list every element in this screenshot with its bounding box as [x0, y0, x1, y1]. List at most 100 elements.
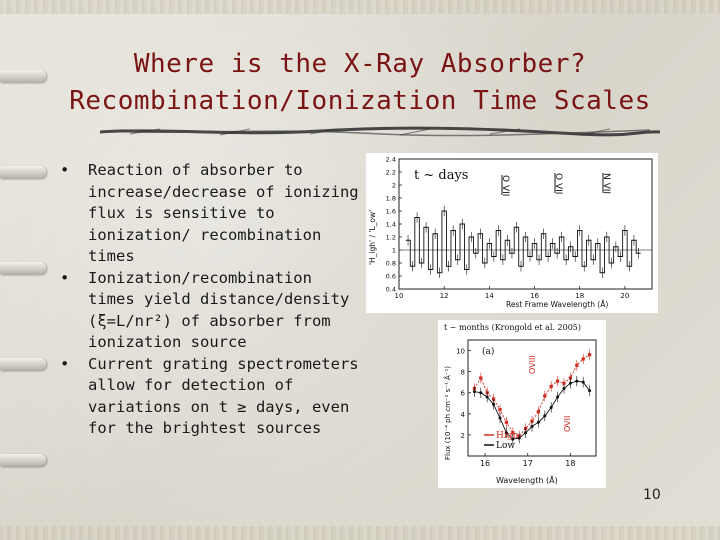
- data-point-low: [492, 402, 496, 406]
- y-tick-label: 1.8: [386, 195, 396, 203]
- y-axis-label: 'H_igh' / 'L_ow': [368, 210, 377, 265]
- binder-tab: [0, 70, 46, 82]
- x-tick-label: 16: [530, 292, 539, 300]
- plot-background: [438, 320, 606, 488]
- data-point-low: [549, 405, 553, 409]
- binder-tab: [0, 358, 46, 370]
- bullet-item: • Reaction of absorber to increase/decre…: [60, 160, 360, 268]
- x-axis-label: Wavelength (Å): [496, 474, 558, 485]
- data-point-high: [492, 397, 496, 401]
- slide-title: Where is the X-Ray Absorber? Recombinati…: [20, 46, 700, 120]
- data-point-low: [485, 395, 489, 399]
- x-tick-label: 18: [575, 292, 584, 300]
- data-point-low: [511, 437, 515, 441]
- y-tick-label: 2.4: [386, 156, 396, 164]
- line-label-oviii: OVIII: [528, 355, 537, 374]
- y-tick-labels: 10 8 6 4 2: [456, 348, 471, 440]
- data-point-low: [479, 391, 483, 395]
- bullet-text: Current grating spectrometers allow for …: [88, 354, 359, 438]
- bullet-list: • Reaction of absorber to increase/decre…: [60, 160, 360, 440]
- ratio-spectrum-plot: 2.4 2.2 2 1.8 1.6 1.4 1.2 1 0.8 0.6 0.4 10 12 14 16 18…: [366, 153, 658, 313]
- data-point-low: [524, 431, 528, 435]
- legend-label-high: High: [496, 431, 518, 441]
- y-axis-label: Flux (10⁻⁴ ph cm⁻² s⁻¹ Å⁻¹): [443, 366, 452, 460]
- y-tick-label: 0.6: [386, 273, 396, 281]
- data-point-high: [536, 410, 540, 414]
- data-point-low: [575, 379, 579, 383]
- title-divider: [100, 126, 660, 137]
- data-point-high: [498, 408, 502, 412]
- x-tick-label: 10: [395, 292, 404, 300]
- data-point-low: [543, 414, 547, 418]
- y-tick-label: 2.2: [386, 169, 396, 177]
- x-axis-label: Rest Frame Wavelength (Å): [506, 300, 608, 309]
- data-point-high: [479, 376, 483, 380]
- binder-tab: [0, 454, 46, 466]
- data-point-low: [562, 387, 566, 391]
- y-tick-label: 8: [461, 369, 465, 377]
- page-number: 10: [643, 487, 661, 503]
- y-tick-label: 6: [461, 390, 466, 398]
- data-point-low: [536, 420, 540, 424]
- bottom-border: [0, 526, 720, 540]
- data-point-high: [568, 376, 572, 380]
- binder-tab: [0, 262, 46, 274]
- legend-label-low: Low: [496, 441, 515, 451]
- y-tick-label: 4: [461, 411, 466, 419]
- x-tick-label: 17: [523, 459, 533, 468]
- bullet-text: Ionization/recombination times yield dis…: [88, 268, 350, 352]
- data-point-high: [581, 357, 585, 361]
- data-point-high: [575, 363, 579, 367]
- data-point-low: [504, 431, 508, 435]
- data-point-high: [549, 384, 553, 388]
- data-point-high: [562, 381, 566, 385]
- data-point-low: [568, 381, 572, 385]
- y-tick-label: 1: [392, 247, 396, 255]
- bullet-symbol: •: [60, 354, 70, 373]
- bullet-text: Reaction of absorber to increase/decreas…: [88, 161, 359, 265]
- x-tick-label: 16: [480, 459, 490, 468]
- data-point-low: [472, 390, 476, 394]
- y-tick-label: 0.4: [386, 286, 396, 294]
- line-label-o-vii: O VII: [553, 173, 563, 194]
- x-tick-label: 12: [440, 292, 449, 300]
- x-tick-label: 18: [565, 459, 575, 468]
- binder-tab: [0, 166, 46, 178]
- title-line-1: Where is the X-Ray Absorber?: [133, 49, 587, 79]
- data-point-low: [517, 436, 521, 440]
- y-tick-label: 1.6: [386, 208, 396, 216]
- data-point-high: [504, 420, 508, 424]
- y-tick-label: 0.8: [386, 260, 396, 268]
- ratio-line: [405, 210, 641, 274]
- y-tick-label: 10: [456, 348, 465, 356]
- x-tick-labels: 10 12 14 16 18 20: [395, 286, 629, 300]
- x-tick-label: 20: [620, 292, 629, 300]
- data-point-high: [543, 394, 547, 398]
- data-point-low: [498, 416, 502, 420]
- data-point-high: [556, 379, 560, 383]
- y-tick-label: 2: [461, 432, 465, 440]
- plot-frame: [467, 339, 597, 457]
- bullet-item: • Ionization/recombination times yield d…: [60, 268, 360, 354]
- data-point-low: [588, 389, 592, 393]
- y-tick-label: 1.2: [386, 234, 396, 242]
- top-border: [0, 0, 720, 14]
- data-point-low: [581, 380, 585, 384]
- data-point-high: [588, 353, 592, 357]
- x-tick-label: 14: [485, 292, 494, 300]
- line-label-ovii: OVII: [563, 416, 572, 432]
- data-point-high: [511, 431, 515, 435]
- flux-spectrum-plot: t ~ months (Krongold et al. 2005) (a) 10…: [438, 320, 606, 488]
- ratio-series: [405, 205, 641, 278]
- y-tick-label: 1.4: [386, 221, 396, 229]
- x-tick-labels: 16 17 18: [480, 453, 575, 468]
- bullet-item: • Current grating spectrometers allow fo…: [60, 354, 360, 440]
- y-tick-label: 2: [392, 182, 396, 190]
- line-label-o-vii: O VII: [500, 175, 510, 196]
- title-line-2: Recombination/Ionization Time Scales: [69, 86, 651, 116]
- figure-caption: t ~ months (Krongold et al. 2005): [444, 323, 581, 332]
- legend: High Low: [484, 431, 518, 451]
- flux-series: [472, 349, 592, 445]
- bullet-symbol: •: [60, 161, 70, 179]
